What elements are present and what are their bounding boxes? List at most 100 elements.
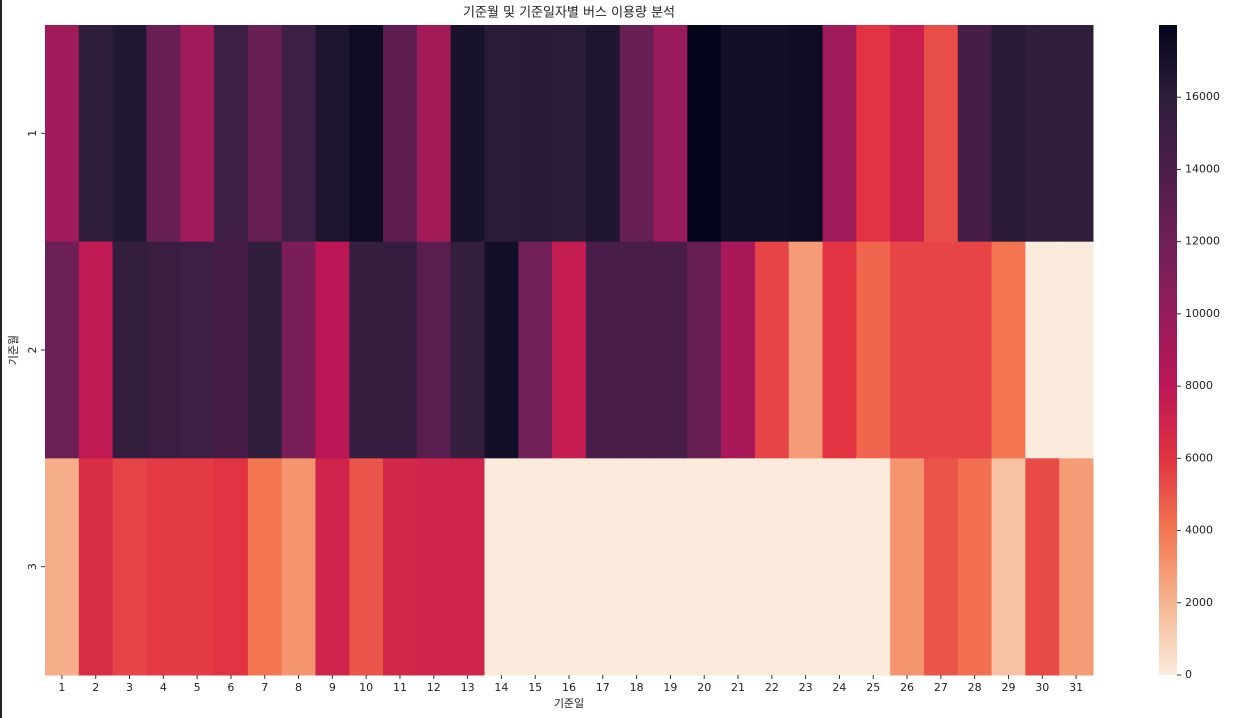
heatmap-cell	[45, 241, 80, 459]
x-tick-label: 9	[329, 681, 336, 694]
heatmap-cell	[687, 458, 722, 676]
heatmap-cell	[721, 241, 756, 459]
heatmap-cell	[383, 25, 418, 243]
heatmap-cell	[687, 25, 722, 243]
heatmap-cell	[754, 25, 790, 243]
heatmap-cell	[518, 458, 553, 676]
heatmap-cell	[281, 458, 316, 676]
x-axis-label: 기준일	[554, 696, 584, 710]
heatmap-cell	[281, 241, 316, 459]
heatmap-cell	[78, 241, 114, 459]
heatmap-cell	[1025, 458, 1060, 676]
heatmap-cell	[1059, 25, 1094, 243]
heatmap-cell	[923, 241, 959, 459]
heatmap-cell	[518, 241, 553, 459]
heatmap-cell	[856, 241, 891, 459]
heatmap-cell	[890, 458, 925, 676]
heatmap-cell	[585, 241, 621, 459]
heatmap-cell	[923, 25, 959, 243]
x-tick-label: 25	[866, 681, 880, 694]
colorbar-tick-label: 4000	[1185, 524, 1213, 537]
heatmap-cell	[112, 25, 147, 243]
heatmap-cell	[484, 25, 519, 243]
x-tick-label: 24	[832, 681, 846, 694]
heatmap-cell	[78, 25, 114, 243]
heatmap-cell	[788, 458, 824, 676]
heatmap-cell	[281, 25, 316, 243]
x-tick-label: 11	[393, 681, 407, 694]
heatmap-cell	[416, 458, 452, 676]
colorbar	[1159, 25, 1177, 675]
heatmap-cell	[180, 458, 215, 676]
heatmap-cell	[45, 25, 80, 243]
x-tick-label: 19	[663, 681, 677, 694]
heatmap-cell	[552, 25, 587, 243]
y-tick-label: 1	[26, 130, 39, 137]
x-tick-label: 18	[630, 681, 644, 694]
colorbar-tick-label: 10000	[1185, 307, 1220, 320]
x-tick-label: 12	[427, 681, 441, 694]
x-tick-label: 30	[1035, 681, 1049, 694]
chart-title: 기준월 및 기준일자별 버스 이용량 분석	[463, 6, 675, 21]
heatmap-cell	[653, 458, 688, 676]
heatmap-cell	[1025, 241, 1060, 459]
heatmap-cell	[450, 25, 485, 243]
heatmap-cell	[957, 241, 993, 459]
heatmap-cell	[552, 458, 587, 676]
heatmap-cell	[247, 241, 283, 459]
heatmap-cell	[349, 458, 384, 676]
x-tick-label: 6	[227, 681, 234, 694]
heatmap-cell	[78, 458, 114, 676]
heatmap-cell	[754, 241, 790, 459]
heatmap-cell	[112, 458, 147, 676]
x-tick-label: 22	[765, 681, 779, 694]
y-tick-label: 3	[26, 563, 39, 570]
x-tick-label: 26	[900, 681, 914, 694]
colorbar-tick-label: 6000	[1185, 451, 1213, 464]
x-tick-label: 1	[58, 681, 65, 694]
colorbar-tick-label: 12000	[1185, 235, 1220, 248]
heatmap-cell	[146, 458, 181, 676]
x-tick-label: 13	[461, 681, 475, 694]
x-tick-label: 17	[596, 681, 610, 694]
colorbar-tick-label: 14000	[1185, 162, 1220, 175]
heatmap-cell	[856, 458, 891, 676]
heatmap-cell	[349, 25, 384, 243]
heatmap-cell	[890, 241, 925, 459]
heatmap-cell	[315, 25, 350, 243]
heatmap-cell	[822, 241, 857, 459]
heatmap-cell	[585, 25, 621, 243]
heatmap-cell	[991, 241, 1026, 459]
heatmap-cell	[214, 458, 249, 676]
heatmap-cell	[585, 458, 621, 676]
heatmap-cell	[788, 241, 824, 459]
x-tick-label: 2	[92, 681, 99, 694]
heatmap-cell	[247, 25, 283, 243]
y-tick-label: 2	[26, 347, 39, 354]
heatmap-cell	[383, 458, 418, 676]
heatmap-cell	[788, 25, 824, 243]
heatmap-cell	[45, 458, 80, 676]
x-tick-label: 27	[934, 681, 948, 694]
x-tick-label: 23	[799, 681, 813, 694]
heatmap-cell	[214, 241, 249, 459]
heatmap-cell	[653, 25, 688, 243]
heatmap-cell	[214, 25, 249, 243]
heatmap-cell	[1059, 241, 1094, 459]
heatmap-cell	[754, 458, 790, 676]
x-tick-label: 21	[731, 681, 745, 694]
heatmap-cell	[1025, 25, 1060, 243]
colorbar-tick-label: 2000	[1185, 596, 1213, 609]
x-tick-label: 7	[261, 681, 268, 694]
frame-edge	[0, 0, 2, 718]
heatmap-cell	[484, 458, 519, 676]
colorbar-tick-label: 16000	[1185, 90, 1220, 103]
heatmap-cell	[619, 25, 655, 243]
heatmap-cell	[923, 458, 959, 676]
y-axis-label: 기준월	[7, 335, 20, 365]
x-tick-label: 16	[562, 681, 576, 694]
heatmap-cell	[552, 241, 587, 459]
x-tick-label: 8	[295, 681, 302, 694]
x-tick-label: 31	[1069, 681, 1083, 694]
